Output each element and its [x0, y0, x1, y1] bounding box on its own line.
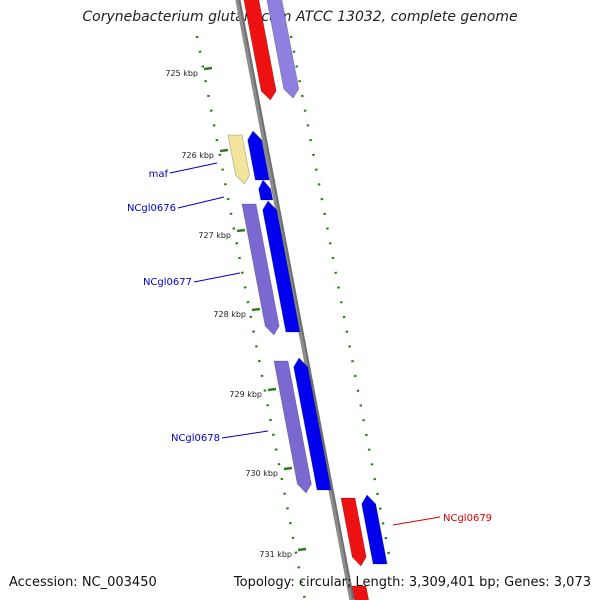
genome-summary: Topology: circular; Length: 3,309,401 bp… [233, 575, 591, 590]
gene-label-ncgl0679[interactable]: NCgl0679 [443, 513, 492, 524]
backbone-line [235, 0, 353, 600]
accession-label: Accession: NC_003450 [9, 575, 157, 590]
tick-mark [219, 148, 229, 153]
tick-mark [203, 66, 213, 71]
tick-label: 731 kbp [259, 550, 292, 559]
gene-arrow-ncgl0679-reverse [340, 497, 367, 567]
tick-mark [251, 307, 261, 312]
gene-arrow-maf-pseudo [227, 134, 251, 185]
tick-mark [297, 547, 307, 552]
tick-mark [236, 228, 246, 233]
tick-label: 730 kbp [245, 469, 278, 478]
tick-label: 725 kbp [165, 69, 198, 78]
gene-label-ncgl0677[interactable]: NCgl0677 [143, 277, 192, 288]
gene-arrow-reverse [351, 585, 370, 600]
gene-leader-maf [169, 162, 218, 174]
gene-label-ncgl0678[interactable]: NCgl0678 [171, 433, 220, 444]
gene-leader-ncgl0678 [221, 430, 269, 439]
gene-arrow-ncgl0678-light [273, 360, 312, 494]
gene-arrow-maf [247, 130, 270, 181]
gene-leader-ncgl0677 [193, 272, 241, 283]
gene-arrow-ncgl0677 [262, 200, 301, 333]
gene-leader-ncgl0676 [177, 196, 225, 209]
gene-arrow-ncgl0676 [258, 179, 274, 201]
tick-label: 729 kbp [229, 390, 262, 399]
tick-label: 727 kbp [198, 231, 231, 240]
tick-label: 728 kbp [213, 310, 246, 319]
gene-label-maf[interactable]: maf [149, 169, 169, 180]
tick-mark [267, 387, 277, 392]
tick-mark [283, 466, 293, 471]
map-title: Corynebacterium glutamicum ATCC 13032, c… [82, 9, 518, 25]
gene-arrow-reverse [266, 0, 300, 99]
gene-arrow-ncgl0679 [361, 494, 388, 565]
tick-label: 726 kbp [181, 151, 214, 160]
gene-arrow-ncgl0678 [293, 357, 332, 491]
gene-leader-ncgl0679 [392, 516, 441, 526]
gene-arrow-reverse [243, 0, 277, 101]
gene-label-ncgl0676[interactable]: NCgl0676 [127, 203, 176, 214]
gene-arrow-ncgl0677-light [241, 203, 280, 336]
